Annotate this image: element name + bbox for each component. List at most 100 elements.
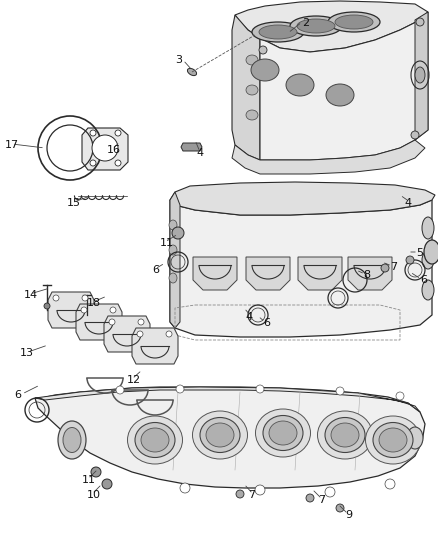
Ellipse shape <box>246 85 258 95</box>
Ellipse shape <box>246 55 258 65</box>
Ellipse shape <box>422 280 434 300</box>
Ellipse shape <box>255 409 311 457</box>
Ellipse shape <box>424 240 438 264</box>
Circle shape <box>259 46 267 54</box>
Text: 2: 2 <box>302 18 309 28</box>
Ellipse shape <box>187 68 197 76</box>
Ellipse shape <box>259 25 297 39</box>
Text: 5: 5 <box>416 248 423 258</box>
Ellipse shape <box>263 416 303 450</box>
Ellipse shape <box>415 67 425 83</box>
Circle shape <box>256 385 264 393</box>
Circle shape <box>172 227 184 239</box>
Circle shape <box>306 494 314 502</box>
Circle shape <box>336 504 344 512</box>
Ellipse shape <box>127 416 183 464</box>
Polygon shape <box>246 257 290 290</box>
Ellipse shape <box>169 273 177 283</box>
Ellipse shape <box>206 423 234 447</box>
Polygon shape <box>232 15 260 160</box>
Ellipse shape <box>407 427 423 449</box>
Polygon shape <box>104 316 150 352</box>
Circle shape <box>255 485 265 495</box>
Circle shape <box>91 467 101 477</box>
Polygon shape <box>235 1 428 52</box>
Text: 8: 8 <box>363 270 370 280</box>
Ellipse shape <box>169 220 177 230</box>
Circle shape <box>90 160 96 166</box>
Text: 7: 7 <box>248 490 255 500</box>
Polygon shape <box>35 387 420 412</box>
Polygon shape <box>348 257 392 290</box>
Text: 10: 10 <box>87 490 101 500</box>
Text: 7: 7 <box>318 495 325 505</box>
Circle shape <box>102 479 112 489</box>
Circle shape <box>137 331 143 337</box>
Circle shape <box>411 131 419 139</box>
Polygon shape <box>181 143 202 151</box>
Circle shape <box>385 479 395 489</box>
Text: 6: 6 <box>420 275 427 285</box>
Circle shape <box>90 130 96 136</box>
Circle shape <box>82 295 88 301</box>
Text: 6: 6 <box>263 318 270 328</box>
Ellipse shape <box>379 428 407 452</box>
Polygon shape <box>232 140 425 174</box>
Text: 13: 13 <box>20 348 34 358</box>
Circle shape <box>416 18 424 26</box>
Circle shape <box>110 307 116 313</box>
Ellipse shape <box>141 428 169 452</box>
Ellipse shape <box>286 74 314 96</box>
Text: 6: 6 <box>152 265 159 275</box>
Circle shape <box>116 386 124 394</box>
Ellipse shape <box>297 19 335 33</box>
Polygon shape <box>35 387 425 488</box>
Ellipse shape <box>335 15 373 29</box>
Ellipse shape <box>169 245 177 255</box>
Polygon shape <box>170 200 432 337</box>
Ellipse shape <box>290 16 342 36</box>
Ellipse shape <box>246 110 258 120</box>
Text: 15: 15 <box>67 198 81 208</box>
Circle shape <box>381 264 389 272</box>
Circle shape <box>406 256 414 264</box>
Circle shape <box>336 387 344 395</box>
Circle shape <box>180 483 190 493</box>
Polygon shape <box>193 257 237 290</box>
Text: 16: 16 <box>107 145 121 155</box>
Ellipse shape <box>326 84 354 106</box>
Ellipse shape <box>422 217 434 239</box>
Circle shape <box>115 130 121 136</box>
Polygon shape <box>48 292 94 328</box>
Ellipse shape <box>252 22 304 42</box>
Ellipse shape <box>325 417 365 453</box>
Polygon shape <box>415 12 428 140</box>
Polygon shape <box>76 304 122 340</box>
Ellipse shape <box>200 417 240 453</box>
Text: 14: 14 <box>24 290 38 300</box>
Polygon shape <box>260 12 428 160</box>
Text: 4: 4 <box>404 198 411 208</box>
Text: 3: 3 <box>175 55 182 65</box>
Polygon shape <box>298 257 342 290</box>
Text: 11: 11 <box>82 475 96 485</box>
Ellipse shape <box>331 423 359 447</box>
Circle shape <box>176 385 184 393</box>
Circle shape <box>236 490 244 498</box>
Text: 9: 9 <box>345 510 352 520</box>
Text: 18: 18 <box>87 298 101 308</box>
Ellipse shape <box>328 12 380 32</box>
Ellipse shape <box>373 423 413 457</box>
Ellipse shape <box>135 423 175 457</box>
Ellipse shape <box>422 251 434 269</box>
Text: 11: 11 <box>160 238 174 248</box>
Ellipse shape <box>192 411 247 459</box>
Circle shape <box>81 307 87 313</box>
Text: 7: 7 <box>390 262 397 272</box>
Circle shape <box>166 331 172 337</box>
Circle shape <box>53 295 59 301</box>
Ellipse shape <box>318 411 372 459</box>
Polygon shape <box>170 182 435 215</box>
Circle shape <box>325 487 335 497</box>
Ellipse shape <box>63 427 81 453</box>
